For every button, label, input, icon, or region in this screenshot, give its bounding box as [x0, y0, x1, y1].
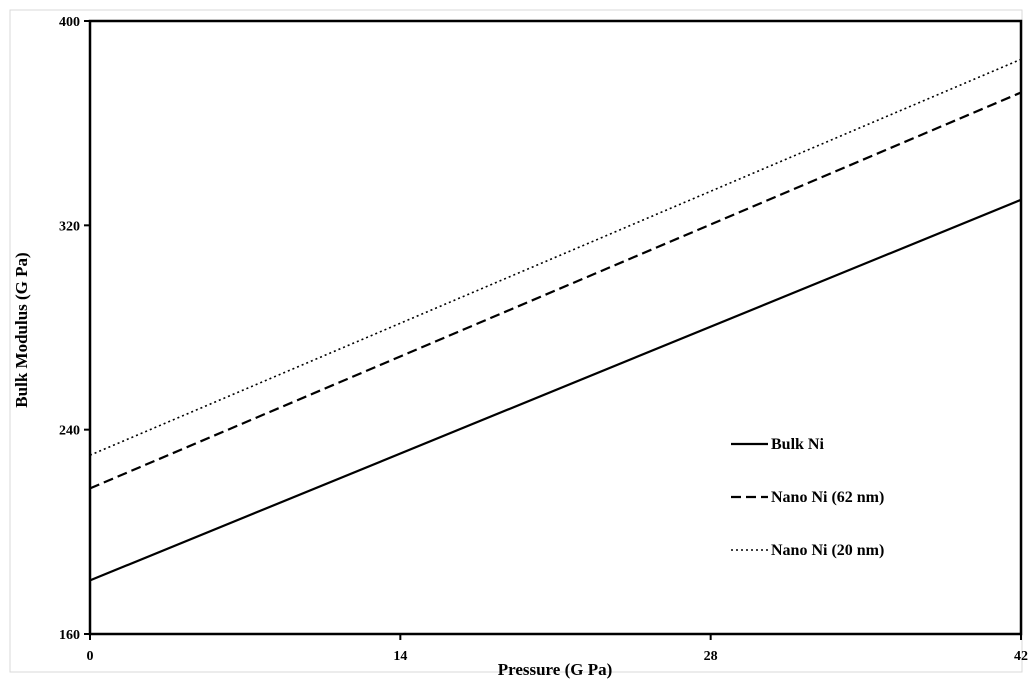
- legend-label-2: Nano Ni (62 nm): [771, 489, 884, 506]
- series-lines: [89, 58, 1022, 582]
- chart-area-border: [9, 9, 1023, 673]
- x-tick-label: 0: [87, 649, 94, 664]
- x-tick-label: 14: [393, 649, 407, 664]
- x-tick-label: 28: [704, 649, 718, 664]
- legend: Bulk Ni Nano Ni (62 nm) Nano Ni (20 nm): [731, 436, 884, 559]
- y-axis-ticks: 160 240 320 400: [59, 15, 90, 643]
- x-tick-label: 42: [1014, 649, 1028, 664]
- legend-label-3: Nano Ni (20 nm): [771, 542, 884, 559]
- y-tick-label: 160: [59, 628, 80, 643]
- x-axis-title: Pressure (G Pa): [498, 660, 613, 679]
- plot-area-border: [88, 19, 1023, 636]
- series-line-1: [89, 198, 1022, 582]
- series-line-2: [89, 91, 1022, 490]
- y-tick-label: 400: [59, 15, 80, 30]
- y-tick-label: 240: [59, 424, 80, 439]
- y-axis-title: Bulk Modulus (G Pa): [12, 252, 31, 407]
- legend-label-1: Bulk Ni: [771, 436, 824, 453]
- plot-frame: [88, 19, 1023, 636]
- x-axis-ticks: 0 14 28 42: [87, 634, 1028, 664]
- y-tick-label: 320: [59, 219, 80, 234]
- series-line-3: [89, 58, 1022, 456]
